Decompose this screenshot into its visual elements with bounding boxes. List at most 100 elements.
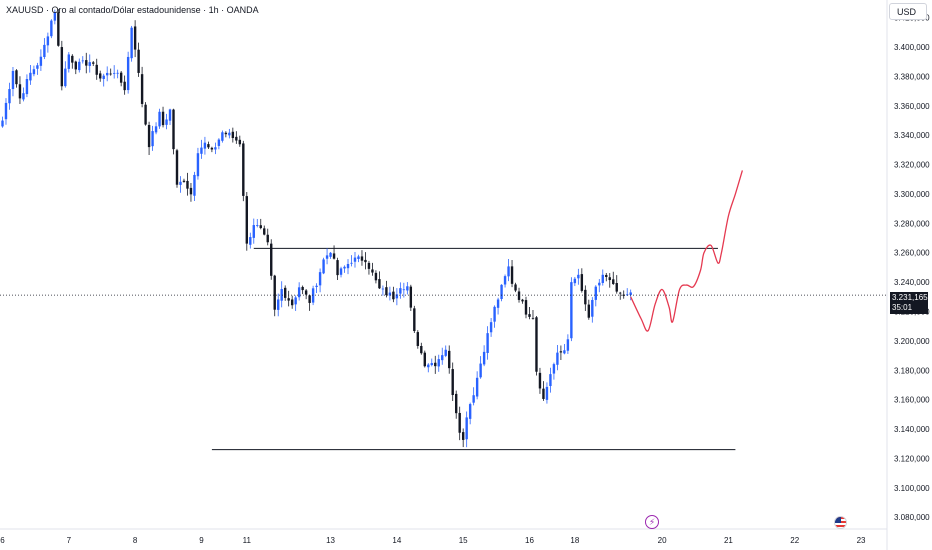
candle-body (629, 292, 632, 295)
candle (64, 61, 67, 88)
y-tick-label: 3.300,000 (894, 190, 930, 199)
candle (385, 280, 388, 298)
candle (29, 65, 32, 85)
candle (524, 296, 528, 319)
candle (308, 294, 311, 311)
candle-body (336, 260, 339, 276)
us-flag-icon[interactable] (834, 516, 847, 529)
candle-body (482, 351, 486, 365)
candle-body (200, 147, 203, 154)
candle-body (598, 282, 601, 286)
y-tick-label: 3.400,000 (894, 43, 930, 52)
candle (161, 106, 165, 128)
candle (224, 131, 228, 138)
x-tick-label: 13 (326, 536, 335, 545)
x-tick-label: 21 (724, 536, 733, 545)
candle-body (36, 65, 39, 69)
candle-body (193, 174, 196, 196)
candle-body (78, 61, 81, 71)
candle-body (455, 393, 458, 414)
candle (528, 306, 531, 320)
candle-body (496, 299, 500, 308)
candle (325, 248, 329, 265)
candle-body (510, 266, 514, 284)
horizontal-levels[interactable] (211, 247, 736, 451)
candle (475, 371, 479, 400)
projection-path[interactable] (630, 170, 744, 332)
candle-body (563, 350, 566, 354)
candle (22, 87, 25, 102)
time-axis[interactable]: 6 7 8 9 11 13 14 15 16 18 20 21 22 23 (0, 536, 866, 545)
x-tick-label: 9 (199, 536, 204, 545)
candle (36, 62, 39, 75)
candle (322, 257, 325, 275)
candle (584, 285, 587, 311)
candle (67, 52, 71, 73)
lightning-icon[interactable]: ⚡ (645, 515, 659, 529)
candle (238, 135, 242, 147)
candle-body (53, 12, 57, 21)
candle (133, 20, 137, 58)
candle-body (416, 332, 420, 346)
candle (182, 178, 186, 183)
candle (461, 428, 465, 448)
candle (43, 38, 46, 60)
price-axis[interactable]: 3.420,0003.400,0003.380,0003.360,0003.34… (894, 14, 930, 523)
candlesticks (1, 9, 632, 448)
candle (336, 257, 339, 280)
candle-body (437, 359, 440, 367)
y-tick-label: 3.160,000 (894, 396, 930, 405)
candle (381, 285, 385, 296)
candle-body (270, 243, 273, 276)
candle-body (242, 143, 245, 196)
candle (259, 218, 262, 230)
candle-body (154, 126, 158, 133)
x-tick-label: 6 (0, 536, 5, 545)
candle (318, 268, 322, 293)
candle-body (420, 345, 423, 354)
candle-body (1, 120, 4, 127)
candle (514, 282, 517, 293)
candle (92, 61, 95, 67)
candle-body (151, 131, 154, 147)
candle-body (493, 306, 496, 322)
candle-body (514, 284, 517, 291)
candle-body (186, 180, 189, 189)
candle-body (249, 237, 252, 245)
candle (486, 326, 489, 360)
current-price-value: 3.231,165 (892, 293, 928, 302)
candle-body (18, 84, 22, 99)
candle (39, 49, 43, 71)
candle (580, 268, 584, 293)
candle (50, 19, 53, 39)
candle (228, 128, 231, 139)
candle (290, 295, 294, 309)
candle-body (315, 285, 318, 288)
candle-body (339, 268, 343, 275)
candle (25, 74, 29, 98)
candle (158, 108, 161, 129)
currency-button[interactable]: USD (889, 3, 927, 20)
candle (231, 127, 235, 143)
candle-body (161, 111, 165, 126)
candle (608, 273, 611, 288)
candle-body (294, 297, 297, 305)
candle-body (332, 253, 336, 259)
candle (448, 345, 451, 374)
candle-body (196, 153, 200, 177)
candle-body (277, 299, 280, 310)
candle-body (322, 259, 325, 274)
candle-body (622, 294, 625, 296)
candle-body (165, 119, 168, 125)
x-tick-label: 8 (133, 536, 138, 545)
candle-body (126, 56, 130, 91)
candle (538, 367, 542, 394)
candle (11, 66, 15, 97)
candle (423, 350, 426, 368)
candle-body (587, 304, 591, 318)
candle (235, 131, 238, 144)
candle-body (106, 72, 109, 76)
candle (165, 113, 168, 130)
candle-body (280, 289, 283, 301)
